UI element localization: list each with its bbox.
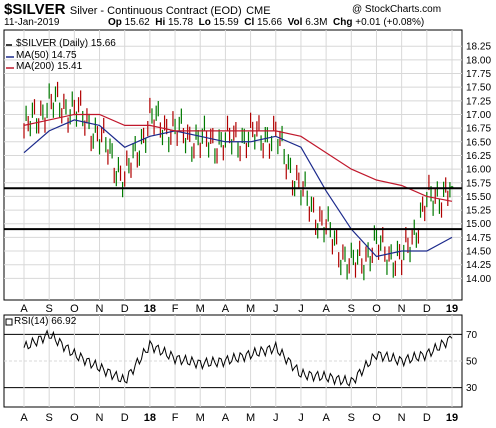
price-tick-label: 18.25 xyxy=(466,42,491,53)
price-tick-label: 16.50 xyxy=(466,137,491,148)
legend-rsi: RSI(14) 66.92 xyxy=(14,316,77,327)
close-value: 15.66 xyxy=(257,17,283,28)
price-x-axis: A S O N D 18 F M A M J J A S O N D 19 xyxy=(20,303,458,315)
legend-rsi-swatch xyxy=(5,318,13,326)
ma200-line xyxy=(23,113,453,202)
legend-price: $SILVER (Daily) 15.66 xyxy=(16,38,116,49)
close-label: Cl xyxy=(244,17,255,28)
x-tick-label: D xyxy=(423,303,431,315)
price-tick-label: 15.75 xyxy=(466,178,491,189)
rsi-series-group xyxy=(23,329,453,387)
volume-label: Vol xyxy=(287,17,303,28)
x-tick-label: O xyxy=(372,412,381,424)
rsi-y-axis: 70 50 30 xyxy=(466,330,478,394)
x-tick-label: D xyxy=(121,303,129,315)
x-tick-label: J xyxy=(273,303,279,315)
rsi-tick-label: 30 xyxy=(466,383,478,394)
x-tick-label: N xyxy=(398,412,406,424)
price-y-axis: 18.25 18.00 17.75 17.50 17.25 17.00 16.75 16.50… xyxy=(466,42,491,285)
price-tick-label: 14.00 xyxy=(466,274,491,285)
x-tick-label: M xyxy=(246,412,255,424)
price-tick-label: 14.75 xyxy=(466,233,491,244)
support-resistance-lines xyxy=(4,187,462,231)
x-tick-label: M xyxy=(246,303,255,315)
change-value: +0.01 (+0.08%) xyxy=(355,17,425,28)
x-tick-label: S xyxy=(348,303,355,315)
x-tick-label: A xyxy=(20,303,28,315)
x-tick-label: J xyxy=(273,412,279,424)
x-tick-label: F xyxy=(172,303,179,315)
open-value: 15.62 xyxy=(124,17,150,28)
legend-ma50: MA(50) 14.75 xyxy=(16,50,77,61)
x-tick-label: D xyxy=(423,412,431,424)
x-tick-label: D xyxy=(121,412,129,424)
x-tick-label: 18 xyxy=(144,303,156,315)
price-tick-label: 17.50 xyxy=(466,83,491,94)
header-line-1: $SILVER Silver - Continuous Contract (EO… xyxy=(4,1,271,19)
x-tick-label: J xyxy=(298,303,304,315)
exchange: CME xyxy=(246,5,271,17)
price-tick-label: 14.25 xyxy=(466,260,491,271)
x-tick-label: A xyxy=(222,412,230,424)
volume-value: 6.3M xyxy=(305,17,328,28)
rsi-panel xyxy=(3,314,463,408)
x-tick-label: 19 xyxy=(446,412,458,424)
x-tick-label: F xyxy=(172,412,179,424)
ma50-line xyxy=(23,119,453,258)
price-tick-label: 18.00 xyxy=(466,55,491,66)
low-label: Lo xyxy=(198,17,211,28)
price-tick-label: 15.50 xyxy=(466,192,491,203)
description: Silver - Continuous Contract (EOD) xyxy=(69,5,242,17)
high-value: 15.78 xyxy=(168,17,194,28)
rsi-line xyxy=(23,329,453,387)
x-tick-label: S xyxy=(348,412,355,424)
price-tick-label: 17.00 xyxy=(466,110,491,121)
x-tick-label: S xyxy=(46,303,53,315)
price-tick-label: 16.00 xyxy=(466,165,491,176)
x-tick-label: N xyxy=(96,303,104,315)
price-tick-label: 15.25 xyxy=(466,206,491,217)
high-label: Hi xyxy=(155,17,166,28)
x-tick-label: O xyxy=(70,412,79,424)
x-tick-label: 18 xyxy=(144,412,156,424)
x-tick-label: N xyxy=(398,303,406,315)
price-tick-label: 14.50 xyxy=(466,247,491,258)
low-value: 15.59 xyxy=(213,17,239,28)
price-tick-label: 16.75 xyxy=(466,124,491,135)
open-label: Op xyxy=(108,17,122,28)
price-tick-label: 17.75 xyxy=(466,69,491,80)
x-tick-label: A xyxy=(222,303,230,315)
rsi-grid xyxy=(4,315,462,407)
x-tick-label: A xyxy=(322,412,330,424)
x-tick-label: M xyxy=(196,412,205,424)
symbol: $SILVER xyxy=(4,1,66,18)
x-tick-label: S xyxy=(46,412,53,424)
price-tick-label: 17.25 xyxy=(466,96,491,107)
x-tick-label: J xyxy=(298,412,304,424)
x-tick-label: A xyxy=(322,303,330,315)
rsi-tick-label: 70 xyxy=(466,330,478,341)
price-tick-label: 16.25 xyxy=(466,151,491,162)
header-line-2: 11-Jan-2019 xyxy=(4,17,59,28)
x-tick-label: N xyxy=(96,412,104,424)
date: 11-Jan-2019 xyxy=(4,17,60,28)
legend-ma200: MA(200) 15.41 xyxy=(16,61,83,72)
x-tick-label: M xyxy=(196,303,205,315)
x-tick-label: O xyxy=(372,303,381,315)
rsi-tick-label: 50 xyxy=(466,357,478,368)
ohlc-summary: Op 15.62 Hi 15.78 Lo 15.59 Cl 15.66 Vol … xyxy=(108,17,424,28)
x-tick-label: 19 xyxy=(446,303,458,315)
price-tick-label: 15.00 xyxy=(466,219,491,230)
rsi-x-axis: A S O N D 18 F M A M J J A S O N D 19 xyxy=(20,412,458,424)
change-label: Chg xyxy=(333,17,353,28)
x-tick-label: A xyxy=(20,412,28,424)
x-tick-label: O xyxy=(70,303,79,315)
copyright[interactable]: @ StockCharts.com xyxy=(352,4,442,15)
